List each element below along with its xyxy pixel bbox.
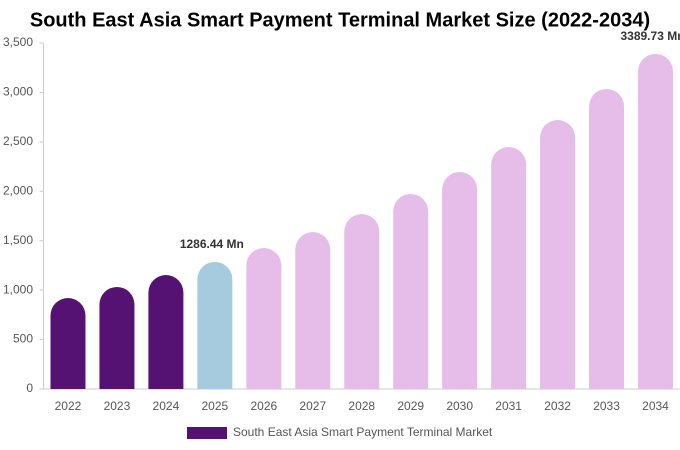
data-label: 3389.73 Mn: [620, 29, 680, 43]
x-tick-label: 2026: [250, 399, 277, 413]
y-tick-label: 500: [13, 332, 33, 346]
y-tick-label: 2,500: [3, 134, 33, 148]
bar: [148, 275, 184, 389]
y-tick-label: 2,000: [3, 183, 33, 197]
bar: [197, 261, 233, 389]
bar: [540, 120, 576, 390]
bar: [442, 172, 478, 389]
bar: [246, 248, 282, 389]
bar: [99, 286, 135, 389]
y-tick-label: 3,500: [3, 35, 33, 49]
y-tick-label: 1,500: [3, 233, 33, 247]
x-tick-label: 2027: [299, 399, 326, 413]
x-tick-label: 2030: [446, 399, 473, 413]
legend-swatch: [187, 427, 227, 439]
bar: [491, 146, 527, 389]
legend-label: South East Asia Smart Payment Terminal M…: [233, 425, 493, 439]
bar: [295, 232, 331, 389]
bar: [589, 88, 625, 390]
x-tick-label: 2025: [202, 399, 229, 413]
chart-title: South East Asia Smart Payment Terminal M…: [30, 9, 650, 31]
bar: [393, 193, 429, 389]
bar: [638, 53, 674, 390]
x-tick-label: 2033: [593, 399, 620, 413]
y-tick-label: 1,000: [3, 282, 33, 296]
x-tick-label: 2029: [397, 399, 424, 413]
x-tick-label: 2022: [55, 399, 82, 413]
y-tick-label: 0: [26, 381, 33, 395]
bar: [344, 214, 380, 389]
x-tick-label: 2034: [642, 399, 669, 413]
x-tick-label: 2028: [348, 399, 375, 413]
x-tick-label: 2031: [495, 399, 522, 413]
y-tick-label: 3,000: [3, 85, 33, 99]
bar: [50, 298, 86, 389]
x-tick-label: 2024: [153, 399, 180, 413]
x-tick-label: 2023: [104, 399, 131, 413]
x-tick-label: 2032: [544, 399, 571, 413]
data-label: 1286.44 Mn: [180, 237, 244, 251]
